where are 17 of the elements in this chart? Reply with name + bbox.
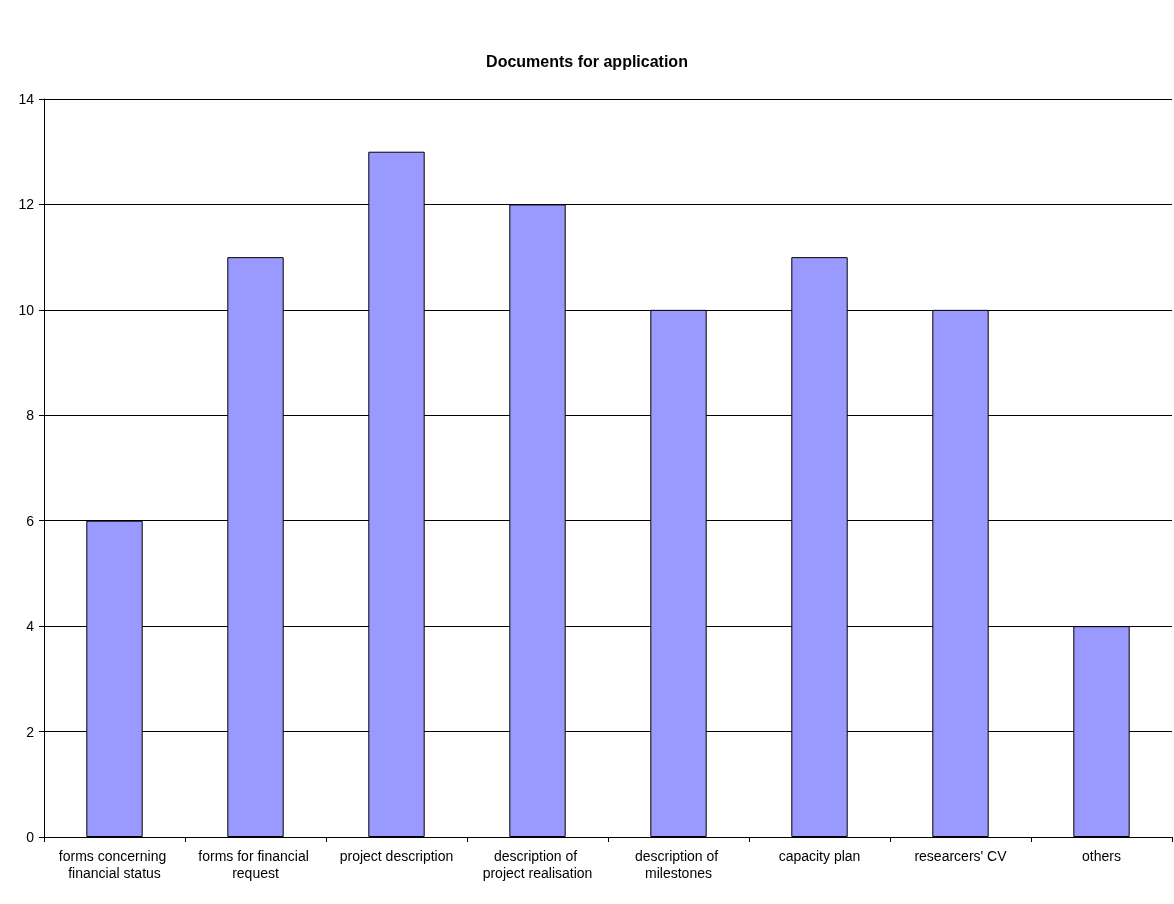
- x-tick-label: project description: [339, 847, 454, 864]
- x-tick-label: capacity plan: [778, 847, 861, 864]
- y-tick-label: 8: [26, 407, 35, 424]
- x-tick-label: description of project realisation: [482, 847, 593, 881]
- x-tick-label: forms for financial request: [198, 847, 313, 881]
- y-tick-label: 0: [26, 829, 35, 845]
- y-tick-label: 12: [18, 196, 35, 213]
- y-tick-label: 6: [26, 512, 35, 529]
- y-tick-label: 14: [18, 91, 35, 107]
- chart-title: Documents for application: [486, 52, 688, 70]
- x-tick-label: description of milestones: [634, 847, 723, 881]
- x-tick-label: forms concerning financial status: [58, 847, 171, 881]
- y-tick-label: 10: [18, 301, 35, 318]
- y-tick-label: 4: [26, 618, 35, 635]
- x-tick-label: researcers' CV: [914, 847, 1008, 864]
- y-tick-label: 2: [26, 723, 35, 740]
- x-tick-label: others: [1082, 847, 1121, 864]
